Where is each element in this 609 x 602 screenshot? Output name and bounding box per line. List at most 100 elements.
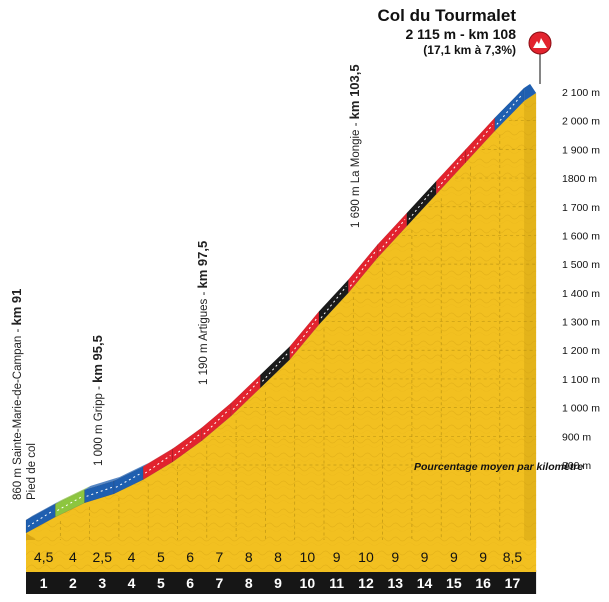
gradient-label: 10 [358, 549, 374, 565]
waypoint-km: km 97,5 [195, 240, 210, 289]
band-centre-line [174, 433, 201, 456]
km-tick-label: 10 [300, 575, 316, 591]
gradient-band-top-9 [260, 342, 296, 375]
gradient-label: 4 [128, 549, 136, 565]
altitude-tick-label: 2 000 m [562, 116, 600, 128]
terrain-texture [26, 93, 537, 548]
gradient-label: 9 [391, 549, 399, 565]
waypoint-la-mongie: 1 690 m La Mongie - km 103,5 [347, 64, 363, 228]
gradient-label: 2,5 [93, 549, 113, 565]
gradient-band-top-5 [143, 444, 179, 467]
band-centre-line [144, 455, 171, 474]
gradient-label: 9 [421, 549, 429, 565]
waypoint-gripp: 1 000 m Gripp - km 95,5 [90, 335, 106, 466]
altitude-tick-label: 1800 m [562, 173, 597, 185]
gradient-band-top-2 [55, 485, 91, 505]
waypoint-text: 1 190 m Artigues - [198, 288, 210, 385]
gradient-label: 10 [300, 549, 316, 565]
altitude-tick-label: 1 400 m [562, 288, 600, 300]
km-tick-label: 5 [157, 575, 165, 591]
gradient-band-top-3 [84, 476, 120, 490]
gradient-label: 7 [216, 549, 224, 565]
km-tick-label: 6 [186, 575, 194, 591]
band-centre-line [496, 94, 523, 125]
waypoint-km: km 103,5 [347, 64, 362, 120]
waypoint-text: 1 690 m La Mongie - [350, 119, 362, 228]
km-tick-label: 15 [446, 575, 462, 591]
gradient-band-top-13 [377, 208, 413, 245]
altitude-tick-label: 1 100 m [562, 374, 600, 386]
climb-name: Col du Tourmalet [377, 6, 516, 25]
summit-altitude-km: 2 115 m - km 108 [405, 26, 516, 42]
gradient-label: 9 [479, 549, 487, 565]
waypoint-text: 860 m Sainte-Marie-de-Campan - [12, 325, 24, 500]
gradient-band-top-11 [319, 275, 355, 312]
gradient-strip-texture [26, 540, 537, 572]
altitude-tick-label: 1 900 m [562, 144, 600, 156]
gradient-band-top-15 [436, 145, 472, 182]
band-centre-line [408, 187, 435, 220]
waypoint-subtext: Pied de col [26, 443, 38, 500]
km-tick-label: 3 [98, 575, 106, 591]
band-centre-line [203, 409, 230, 435]
waypoint-sainte-marie: 860 m Sainte-Marie-de-Campan - km 91 Pie… [9, 288, 39, 500]
band-centre-line [232, 381, 259, 410]
gradient-band-top-7 [201, 399, 238, 428]
band-centre-line [349, 250, 377, 287]
band-centre-line [379, 219, 406, 252]
altitude-tick-label: 1 200 m [562, 345, 600, 357]
gradient-label: 6 [186, 549, 194, 565]
km-tick-label: 9 [274, 575, 282, 591]
gradient-band-top-10 [289, 307, 325, 347]
altitude-tick-label: 1 300 m [562, 317, 600, 329]
mountain-summit-icon [528, 31, 552, 84]
climb-header: Col du Tourmalet 2 115 m - km 108 (17,1 … [300, 6, 516, 58]
km-tick-label: 7 [216, 575, 224, 591]
km-tick-label: 14 [417, 575, 433, 591]
gradient-label: 8 [274, 549, 282, 565]
altitude-tick-label: 1 600 m [562, 230, 600, 242]
gradient-band-top-14 [406, 177, 443, 213]
km-ground-strip [26, 570, 537, 594]
gradient-label: 4 [69, 549, 77, 565]
km-tick-label: 11 [329, 575, 344, 591]
altitude-tick-label: 1 500 m [562, 259, 600, 271]
gradient-band-top-6 [172, 423, 208, 449]
gradient-band-top-1 [26, 500, 62, 520]
waypoint-km: km 91 [9, 288, 24, 326]
gradient-label: 5 [157, 549, 165, 565]
altitude-tick-label: 1 700 m [562, 202, 600, 214]
legend-note: Pourcentage moyen par kilomètre [414, 461, 583, 473]
km-tick-label: 16 [475, 575, 491, 591]
terrain-side [524, 93, 537, 548]
km-tick-label: 8 [245, 575, 253, 591]
km-tick-label: 4 [128, 575, 136, 591]
gradient-label: 4,5 [34, 549, 54, 565]
km-tick-label: 13 [387, 575, 403, 591]
altitude-tick-label: 1 000 m [562, 403, 600, 415]
waypoint-text: 1 000 m Gripp - [93, 382, 105, 466]
gradient-band-top-17 [494, 84, 531, 118]
climb-stats: (17,1 km à 7,3%) [423, 43, 516, 57]
gradient-band-top-4 [113, 462, 150, 481]
gradient-band-top-12 [348, 240, 384, 280]
altitude-tick-label: 900 m [562, 431, 591, 443]
waypoint-km: km 95,5 [90, 335, 105, 383]
km-tick-label: 17 [505, 575, 521, 591]
gradient-label: 9 [333, 549, 341, 565]
altitude-tick-label: 800 m [562, 460, 591, 472]
gradient-label: 9 [450, 549, 458, 565]
band-centre-line [320, 286, 347, 319]
gradient-band-top-8 [231, 370, 267, 404]
gradient-band-top-16 [465, 113, 501, 150]
km-tick-label: 12 [358, 575, 374, 591]
band-centre-line [291, 317, 318, 354]
gradient-band-7 [201, 402, 232, 442]
band-centre-line [262, 352, 289, 382]
gradient-label: 8 [245, 549, 253, 565]
km-tick-label: 2 [69, 575, 77, 591]
band-centre-line [437, 155, 464, 189]
band-centre-line [467, 124, 494, 157]
